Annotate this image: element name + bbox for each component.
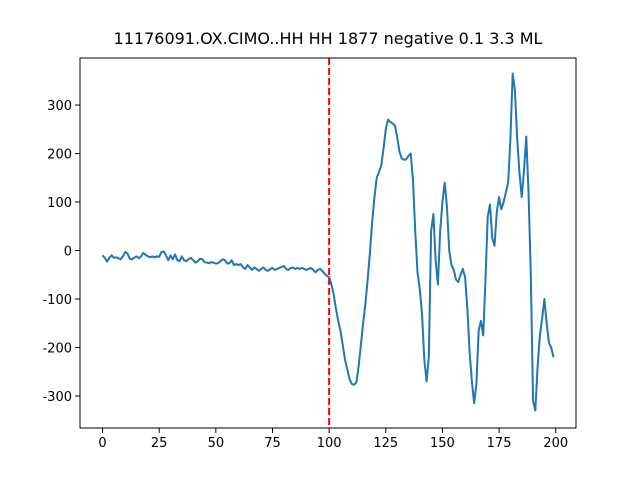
x-tick-label: 75 [264, 436, 281, 451]
x-tick-label: 150 [430, 436, 455, 451]
x-tick-label: 175 [487, 436, 512, 451]
y-tick-label: 200 [47, 148, 72, 163]
x-tick-label: 50 [208, 436, 225, 451]
y-tick-label: -300 [42, 390, 72, 405]
y-tick-label: -100 [42, 293, 72, 308]
y-tick-label: 100 [47, 196, 72, 211]
chart-title: 11176091.OX.CIMO..HH HH 1877 negative 0.… [114, 29, 543, 48]
x-tick-label: 100 [317, 436, 342, 451]
x-tick-label: 25 [151, 436, 168, 451]
line-series [101, 72, 555, 412]
x-tick-label: 125 [373, 436, 398, 451]
x-tick-label: 0 [98, 436, 106, 451]
x-tick-label: 200 [543, 436, 568, 451]
plot-frame [79, 57, 577, 429]
y-tick-label: 300 [47, 99, 72, 114]
y-tick-label: -200 [42, 342, 72, 357]
y-tick-label: 0 [64, 245, 72, 260]
